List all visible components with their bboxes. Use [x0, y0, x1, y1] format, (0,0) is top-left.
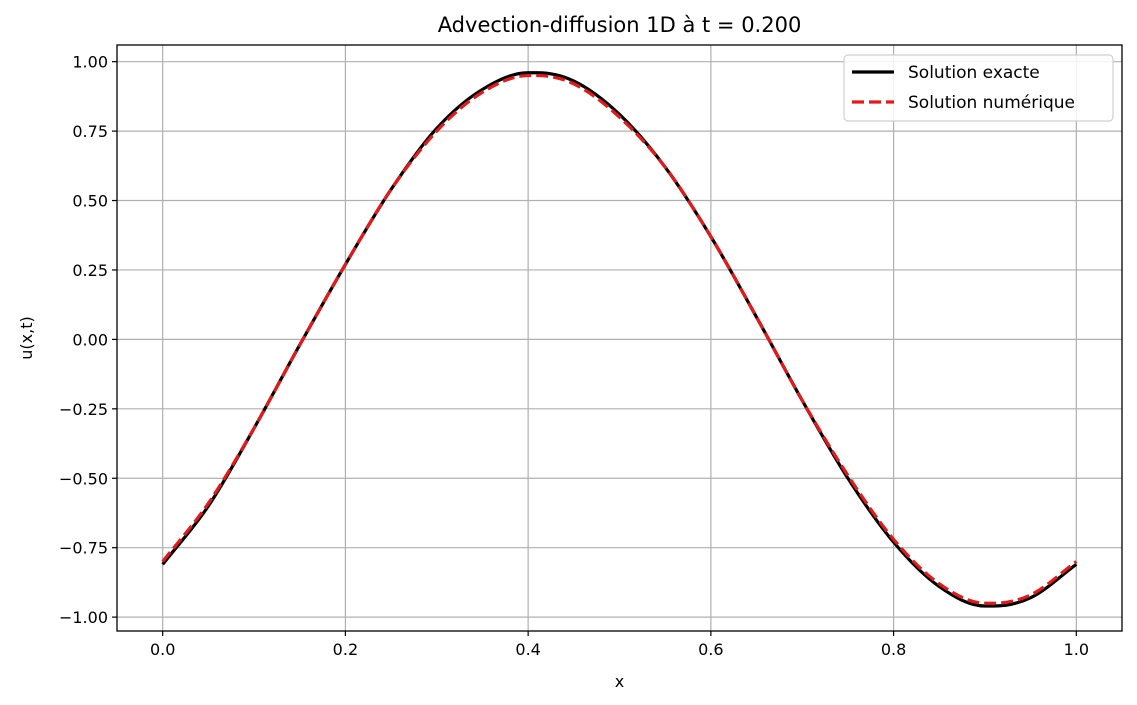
x-tick-label: 0.8: [881, 640, 906, 659]
y-tick-label: −0.50: [59, 469, 108, 488]
y-tick-label: −1.00: [59, 608, 108, 627]
x-tick-label: 0.4: [515, 640, 540, 659]
y-tick-label: 0.75: [72, 122, 108, 141]
x-tick-label: 0.6: [698, 640, 723, 659]
series-layer: [161, 71, 1078, 608]
y-tick-label: −0.25: [59, 400, 108, 419]
x-tick-label: 1.0: [1064, 640, 1089, 659]
legend-box: [843, 54, 1114, 122]
chart-title: Advection-diffusion 1D à t = 0.200: [438, 13, 802, 37]
y-axis-label: u(x,t): [17, 316, 36, 359]
y-tick-label: 1.00: [72, 53, 108, 72]
x-axis-ticks: 0.0 0.2 0.4 0.6 0.8 1.0: [150, 631, 1089, 659]
x-tick-label: 0.0: [150, 640, 175, 659]
grid: [117, 45, 1122, 631]
x-tick-label: 0.2: [333, 640, 358, 659]
series-line-numerical: [161, 73, 1078, 605]
y-tick-label: 0.25: [72, 261, 108, 280]
x-axis-label: x: [615, 672, 624, 691]
y-axis-ticks: 1.00 0.75 0.50 0.25 0.00 −0.25 −0.50 −0.75 −1.00: [59, 53, 117, 627]
y-tick-label: 0.00: [72, 330, 108, 349]
plot-frame: [116, 44, 1123, 632]
y-tick-label: 0.50: [72, 192, 108, 211]
y-tick-label: −0.75: [59, 539, 108, 558]
legend-label-numerical: Solution numérique: [908, 93, 1075, 113]
legend-label-exact: Solution exacte: [908, 63, 1040, 83]
legend: Solution exacte Solution numérique: [843, 54, 1114, 122]
